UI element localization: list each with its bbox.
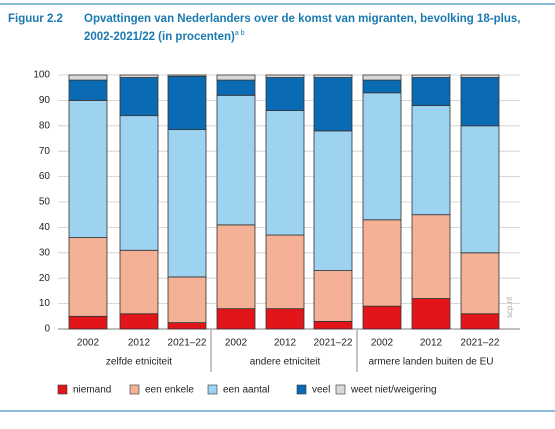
legend-label: niemand <box>73 385 111 396</box>
group-label: andere etniciteit <box>250 357 321 368</box>
bar-segment <box>460 252 500 315</box>
y-tick-label: 100 <box>33 70 50 81</box>
bar-segment <box>313 77 353 132</box>
bar-segment <box>167 129 207 278</box>
y-tick-label: 30 <box>39 247 51 258</box>
bar-segment <box>313 270 353 322</box>
bar-segment <box>119 77 159 117</box>
bar-segment <box>313 320 353 330</box>
bar-segment <box>362 219 402 307</box>
y-tick-label: 50 <box>39 197 51 208</box>
bar-segment <box>313 130 353 271</box>
chart-title: Opvattingen van Nederlanders over de kom… <box>84 13 520 25</box>
y-tick-label: 70 <box>39 146 51 157</box>
bar-segment <box>119 115 159 251</box>
x-tick-label: 2002 <box>77 338 100 349</box>
y-tick-label: 10 <box>39 298 51 309</box>
legend-label: een aantal <box>223 385 270 396</box>
bar-segment <box>265 234 305 310</box>
bar-segment <box>460 125 500 254</box>
bar-segment <box>68 315 108 330</box>
x-tick-label: 2012 <box>420 338 443 349</box>
legend-swatch <box>296 384 307 395</box>
y-tick-label: 90 <box>39 95 51 106</box>
title-superscript: a b <box>235 30 245 37</box>
bar-segment <box>411 214 451 299</box>
bar-segment <box>68 237 108 317</box>
bar-segment <box>265 74 305 78</box>
y-tick-label: 0 <box>44 324 50 335</box>
legend-label: veel <box>312 385 330 396</box>
bar-segment <box>167 74 207 77</box>
bar-segment <box>460 74 500 78</box>
bar-segment <box>216 74 256 81</box>
legend-swatch <box>207 384 218 395</box>
bar-segment <box>68 74 108 81</box>
bar-segment <box>411 74 451 78</box>
y-tick-label: 80 <box>39 120 51 131</box>
bar-segment <box>119 313 159 330</box>
group-label: armere landen buiten de EU <box>368 357 493 368</box>
bar-segment <box>167 276 207 324</box>
bar-segment <box>313 74 353 78</box>
bar-segment <box>362 305 402 330</box>
legend-label: weet niet/weigering <box>350 385 437 396</box>
bar-segment <box>411 77 451 106</box>
chart-title: 2002-2021/22 (in procenten)a b <box>84 30 245 43</box>
legend-swatch <box>57 384 68 395</box>
bar-segment <box>362 74 402 81</box>
legend-label: een enkele <box>145 385 194 396</box>
bar-segment <box>362 79 402 94</box>
x-tick-label: 2021–22 <box>168 338 207 349</box>
x-tick-label: 2021–22 <box>314 338 353 349</box>
x-tick-label: 2012 <box>274 338 297 349</box>
x-tick-label: 2002 <box>225 338 248 349</box>
x-tick-label: 2002 <box>371 338 394 349</box>
chart-title: 2002-2021/22 (in procenten) <box>84 31 235 43</box>
group-label: zelfde etniciteit <box>106 357 172 368</box>
bar-segment <box>216 308 256 330</box>
bar-segment <box>460 77 500 127</box>
x-tick-label: 2012 <box>128 338 151 349</box>
y-tick-label: 40 <box>39 222 51 233</box>
x-tick-label: 2021–22 <box>461 338 500 349</box>
figure-label: Figuur 2.2 <box>8 13 63 25</box>
bar-segment <box>411 298 451 330</box>
bar-segment <box>460 313 500 330</box>
bar-segment <box>68 79 108 101</box>
legend-swatch <box>335 384 346 395</box>
bar-segment <box>119 249 159 315</box>
bar-segment <box>68 100 108 238</box>
bar-segment <box>265 77 305 111</box>
watermark: scp.nl <box>505 297 514 318</box>
bar-segment <box>265 110 305 236</box>
bar-segment <box>411 105 451 216</box>
bar-segment <box>216 224 256 310</box>
bar-segment <box>216 79 256 96</box>
bar-segment <box>119 74 159 78</box>
bar-segment <box>362 92 402 221</box>
bar-segment <box>265 308 305 330</box>
y-tick-label: 60 <box>39 171 51 182</box>
bar-segment <box>167 322 207 330</box>
y-tick-label: 20 <box>39 273 51 284</box>
legend-swatch <box>129 384 140 395</box>
bar-segment <box>216 94 256 226</box>
bar-segment <box>167 75 207 131</box>
